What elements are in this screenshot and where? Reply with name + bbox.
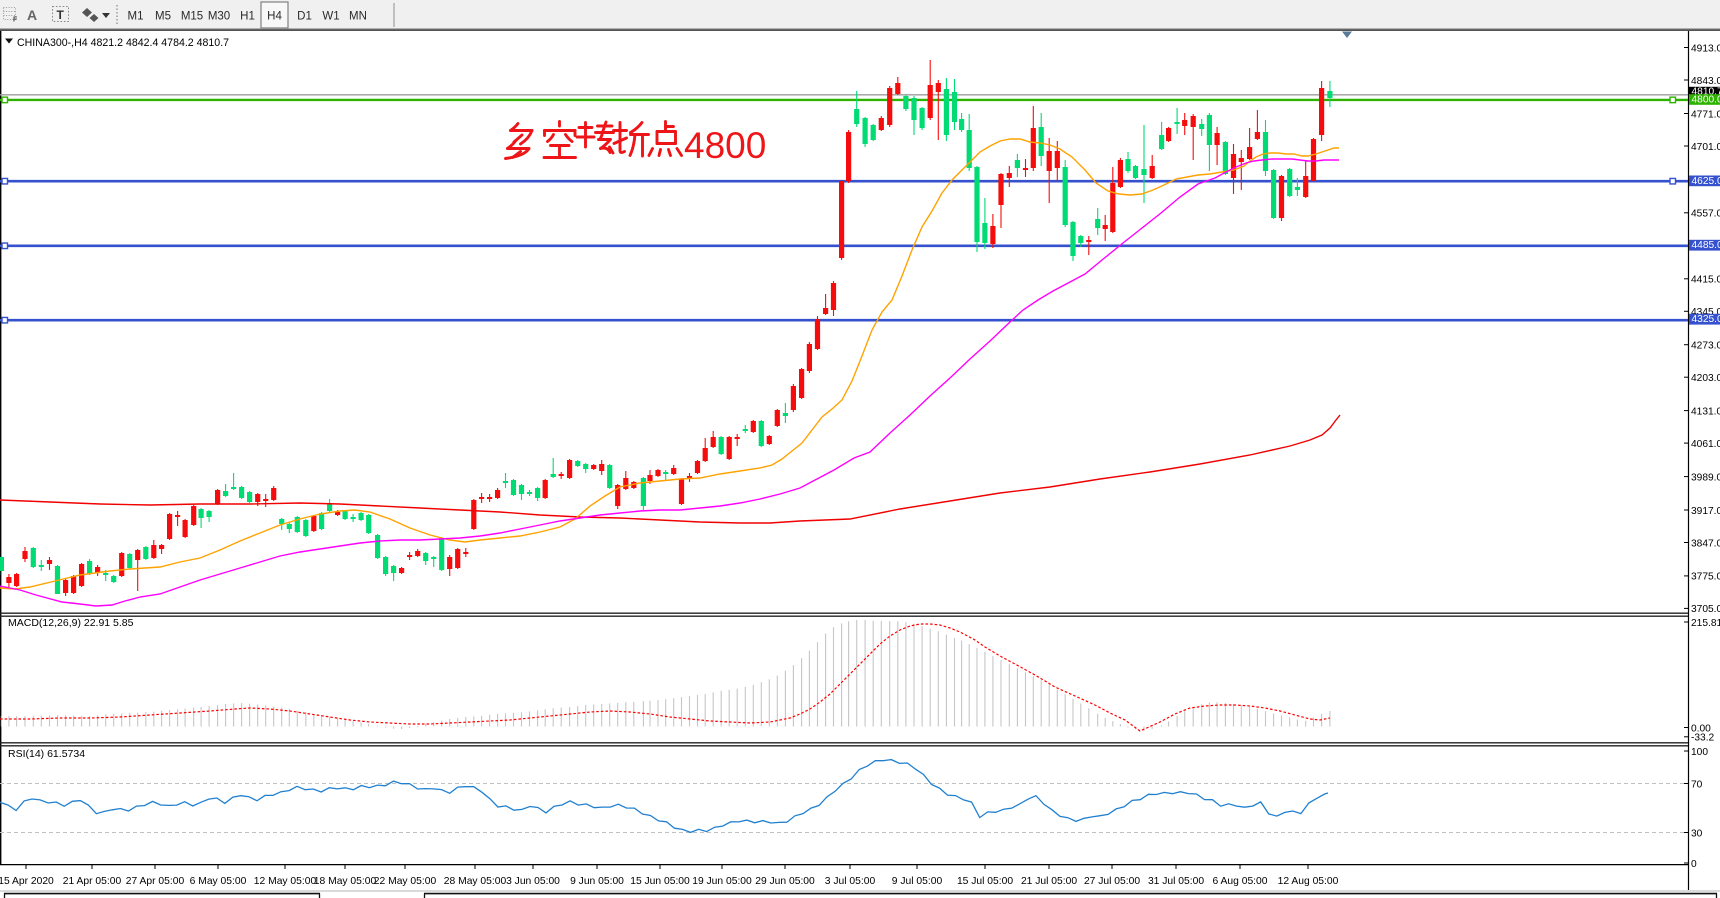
svg-text:31 Jul 05:00: 31 Jul 05:00 bbox=[1148, 876, 1204, 887]
svg-text:3775.0: 3775.0 bbox=[1691, 572, 1720, 583]
svg-text:W1: W1 bbox=[322, 11, 339, 23]
svg-text:3847.0: 3847.0 bbox=[1691, 538, 1720, 549]
svg-text:RSI(14) 61.5734: RSI(14) 61.5734 bbox=[8, 748, 85, 760]
svg-text:9 Jul 05:00: 9 Jul 05:00 bbox=[892, 876, 943, 887]
svg-text:3989.0: 3989.0 bbox=[1691, 472, 1720, 483]
svg-text:29 Jun 05:00: 29 Jun 05:00 bbox=[755, 876, 815, 887]
svg-text:4061.0: 4061.0 bbox=[1691, 439, 1720, 450]
svg-text:3705.0: 3705.0 bbox=[1691, 604, 1720, 615]
svg-text:D1: D1 bbox=[297, 11, 312, 23]
svg-text:22 May 05:00: 22 May 05:00 bbox=[374, 876, 437, 887]
svg-text:12 Aug 05:00: 12 Aug 05:00 bbox=[1278, 876, 1339, 887]
svg-text:4325.0: 4325.0 bbox=[1692, 314, 1720, 325]
svg-text:T: T bbox=[57, 8, 65, 22]
svg-text:4843.0: 4843.0 bbox=[1691, 76, 1720, 87]
svg-text:F: F bbox=[13, 17, 18, 24]
svg-text:4345.0: 4345.0 bbox=[1691, 307, 1720, 318]
svg-text:4771.0: 4771.0 bbox=[1691, 109, 1720, 120]
svg-text:18 May 05:00: 18 May 05:00 bbox=[314, 876, 377, 887]
svg-text:19 Jun 05:00: 19 Jun 05:00 bbox=[692, 876, 752, 887]
svg-text:4913.0: 4913.0 bbox=[1691, 43, 1720, 54]
svg-text:H1: H1 bbox=[240, 11, 255, 23]
svg-text:M15: M15 bbox=[181, 11, 203, 23]
svg-text:-33.2: -33.2 bbox=[1691, 733, 1715, 744]
svg-text:M5: M5 bbox=[155, 11, 171, 23]
svg-text:A: A bbox=[27, 7, 37, 23]
svg-text:27 Apr 05:00: 27 Apr 05:00 bbox=[126, 876, 185, 887]
svg-text:4557.0: 4557.0 bbox=[1691, 209, 1720, 220]
svg-text:MN: MN bbox=[349, 11, 367, 23]
svg-text:21 Jul 05:00: 21 Jul 05:00 bbox=[1021, 876, 1077, 887]
svg-text:4273.0: 4273.0 bbox=[1691, 341, 1720, 352]
svg-text:0.00: 0.00 bbox=[1691, 723, 1711, 734]
svg-text:4701.0: 4701.0 bbox=[1691, 142, 1720, 153]
svg-text:15 Jun 05:00: 15 Jun 05:00 bbox=[630, 876, 690, 887]
svg-text:215.81: 215.81 bbox=[1691, 618, 1720, 629]
svg-text:4800.0: 4800.0 bbox=[1692, 94, 1720, 105]
svg-text:3 Jun 05:00: 3 Jun 05:00 bbox=[506, 876, 560, 887]
svg-text:9 Jun 05:00: 9 Jun 05:00 bbox=[570, 876, 624, 887]
svg-text:6 May 05:00: 6 May 05:00 bbox=[190, 876, 247, 887]
svg-text:M1: M1 bbox=[128, 11, 144, 23]
svg-text:70: 70 bbox=[1691, 779, 1703, 790]
svg-text:4131.0: 4131.0 bbox=[1691, 406, 1720, 417]
svg-text:CHINA300-,H4 4821.2 4842.4 47: CHINA300-,H4 4821.2 4842.4 4784.2 4810.7 bbox=[17, 37, 229, 49]
svg-text:4203.0: 4203.0 bbox=[1691, 373, 1720, 384]
svg-text:M30: M30 bbox=[208, 11, 230, 23]
svg-text:4625.0: 4625.0 bbox=[1692, 176, 1720, 187]
svg-text:30: 30 bbox=[1691, 828, 1703, 839]
svg-text:15 Apr 2020: 15 Apr 2020 bbox=[0, 876, 54, 887]
svg-text:3 Jul 05:00: 3 Jul 05:00 bbox=[825, 876, 876, 887]
svg-text:21 Apr 05:00: 21 Apr 05:00 bbox=[63, 876, 122, 887]
svg-text:4810.7: 4810.7 bbox=[1692, 87, 1720, 98]
svg-text:H4: H4 bbox=[267, 11, 282, 23]
svg-text:4415.0: 4415.0 bbox=[1691, 275, 1720, 286]
svg-text:100: 100 bbox=[1691, 747, 1708, 758]
svg-text:6 Aug 05:00: 6 Aug 05:00 bbox=[1213, 876, 1268, 887]
svg-text:28 May 05:00: 28 May 05:00 bbox=[444, 876, 507, 887]
svg-text:15 Jul 05:00: 15 Jul 05:00 bbox=[957, 876, 1013, 887]
svg-text:4485.0: 4485.0 bbox=[1692, 240, 1720, 251]
svg-text:4800: 4800 bbox=[684, 125, 766, 166]
svg-text:3917.0: 3917.0 bbox=[1691, 506, 1720, 517]
svg-text:27 Jul 05:00: 27 Jul 05:00 bbox=[1084, 876, 1140, 887]
svg-text:MACD(12,26,9) 22.91 5.85: MACD(12,26,9) 22.91 5.85 bbox=[8, 617, 134, 629]
svg-text:12 May 05:00: 12 May 05:00 bbox=[254, 876, 317, 887]
svg-text:0: 0 bbox=[1691, 859, 1697, 870]
